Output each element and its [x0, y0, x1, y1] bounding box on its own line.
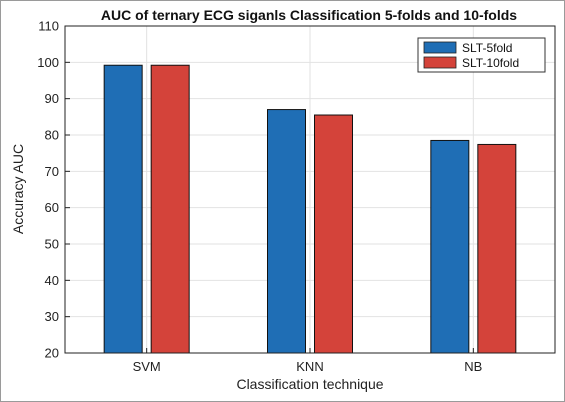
legend-swatch-slt-10fold: [423, 56, 457, 69]
x-tick-label-svm: SVM: [133, 359, 161, 374]
bar-knn-slt-10fold: [314, 114, 353, 354]
bar-svm-slt-10fold: [150, 64, 190, 354]
legend-label-slt-10fold: SLT-10fold: [462, 56, 519, 70]
y-tick-label: 70: [45, 164, 59, 179]
bar-nb-slt-5fold: [430, 139, 470, 354]
x-axis-label: Classification technique: [236, 376, 383, 392]
y-tick-label: 50: [45, 237, 59, 252]
grid-lines: [65, 25, 555, 354]
legend: SLT-5fold SLT-10fold: [417, 37, 546, 73]
bar-knn-slt-5fold: [267, 109, 306, 354]
plot-area-border: [64, 25, 556, 354]
legend-swatch-slt-5fold: [423, 41, 457, 54]
y-tick-label: 40: [45, 273, 59, 288]
bars-group: [103, 64, 517, 354]
y-tick-label: 20: [45, 346, 59, 361]
y-axis-label: Accuracy AUC: [10, 144, 26, 234]
chart-title: AUC of ternary ECG siganls Classificatio…: [101, 7, 517, 23]
y-tick-label: 100: [37, 55, 59, 70]
x-tick-labels: SVM KNN NB: [133, 359, 483, 374]
x-tick-label-knn: KNN: [296, 359, 323, 374]
y-tick-label: 80: [45, 128, 59, 143]
y-tick-label: 90: [45, 91, 59, 106]
bar-nb-slt-10fold: [477, 143, 517, 354]
legend-label-slt-5fold: SLT-5fold: [462, 41, 512, 55]
y-tick-label: 60: [45, 200, 59, 215]
x-tick-label-nb: NB: [464, 359, 482, 374]
y-tick-labels: 20 30 40 50 60 70 80 90 100 110: [37, 19, 59, 361]
y-tick-label: 110: [38, 19, 59, 34]
y-tick-label: 30: [45, 309, 59, 324]
bar-svm-slt-5fold: [103, 64, 143, 354]
